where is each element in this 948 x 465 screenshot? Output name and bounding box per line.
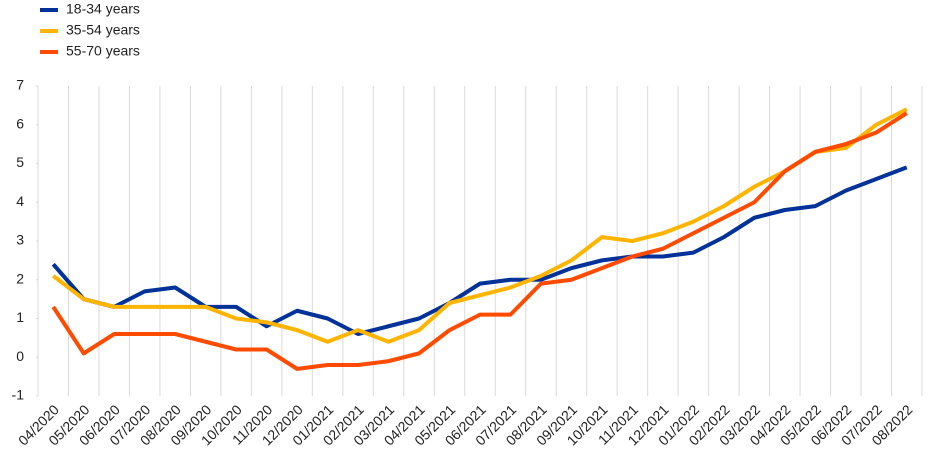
legend-label: 35-54 years bbox=[66, 22, 140, 38]
y-tick-label: 7 bbox=[16, 77, 24, 93]
y-tick-label: 1 bbox=[16, 309, 24, 325]
series-line bbox=[52, 107, 908, 344]
y-tick-label: 4 bbox=[16, 193, 24, 209]
legend-label: 18-34 years bbox=[66, 1, 140, 17]
series-line bbox=[51, 165, 908, 336]
legend-label: 55-70 years bbox=[66, 43, 140, 59]
y-tick-label: 5 bbox=[16, 154, 24, 170]
series-line bbox=[51, 111, 908, 371]
y-tick-label: 6 bbox=[16, 115, 24, 131]
y-tick-label: 3 bbox=[16, 232, 24, 248]
y-tick-label: 0 bbox=[16, 348, 24, 364]
y-tick-label: -1 bbox=[12, 387, 25, 403]
y-tick-label: 2 bbox=[16, 270, 24, 286]
